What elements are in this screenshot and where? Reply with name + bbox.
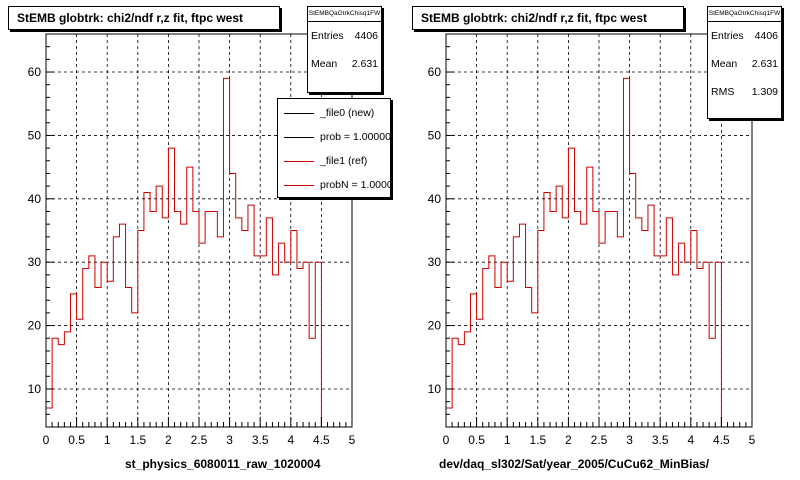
stats-label: Entries bbox=[711, 30, 744, 42]
stats-value: 1.309 bbox=[751, 86, 778, 98]
stats-name: StEMBQaGtrkChisq1FW bbox=[308, 7, 381, 22]
x-tick-label: 2 bbox=[565, 433, 572, 447]
y-tick-label: 30 bbox=[28, 255, 42, 269]
stats-value: 4406 bbox=[754, 30, 778, 42]
x-axis-label-left: st_physics_6080011_raw_1020004 bbox=[125, 457, 321, 471]
x-tick-label: 1 bbox=[104, 433, 111, 447]
x-tick-label: 4.5 bbox=[313, 433, 330, 447]
y-tick-label: 50 bbox=[428, 128, 442, 142]
legend-line-swatch bbox=[284, 184, 314, 186]
y-tick-label: 10 bbox=[28, 382, 42, 396]
x-tick-label: 2.5 bbox=[591, 433, 608, 447]
legend-line-swatch bbox=[284, 136, 314, 138]
histogram-series bbox=[445, 77, 722, 427]
chart-title-text: StEMB globtrk: chi2/ndf r,z fit, ftpc we… bbox=[17, 11, 244, 25]
stats-row-mean: Mean 2.631 bbox=[308, 50, 381, 78]
x-tick-label: 2 bbox=[165, 433, 172, 447]
x-tick-label: 3.5 bbox=[252, 433, 269, 447]
legend-label: probN = 1.000000 bbox=[320, 179, 390, 191]
legend-label: _file0 (new) bbox=[320, 107, 375, 119]
x-tick-label: 0.5 bbox=[68, 433, 85, 447]
x-tick-label: 1.5 bbox=[529, 433, 546, 447]
y-tick-label: 60 bbox=[428, 65, 442, 79]
y-tick-label: 40 bbox=[28, 192, 42, 206]
legend-line-swatch bbox=[284, 160, 314, 162]
stats-row-entries: Entries 4406 bbox=[708, 22, 781, 50]
legend-entry: prob = 1.000000 bbox=[278, 125, 390, 149]
x-tick-label: 3 bbox=[626, 433, 633, 447]
chart-title-text: StEMB globtrk: chi2/ndf r,z fit, ftpc we… bbox=[421, 11, 648, 25]
stats-value: 4406 bbox=[354, 30, 378, 42]
legend-entry: probN = 1.000000 bbox=[278, 173, 390, 197]
x-tick-label: 0 bbox=[443, 433, 450, 447]
x-tick-label: 4 bbox=[287, 433, 294, 447]
x-axis-label-right: dev/daq_sl302/Sat/year_2005/CuCu62_MinBi… bbox=[439, 457, 710, 471]
stats-box-right: StEMBQaGtrkChisq1FW Entries 4406 Mean 2.… bbox=[707, 6, 782, 119]
x-tick-label: 0 bbox=[43, 433, 50, 447]
y-tick-label: 30 bbox=[428, 255, 442, 269]
legend-line-swatch bbox=[284, 112, 314, 114]
x-tick-label: 5 bbox=[749, 433, 756, 447]
stats-label: Mean bbox=[311, 58, 338, 70]
x-tick-label: 1.5 bbox=[129, 433, 146, 447]
y-tick-label: 20 bbox=[428, 319, 442, 333]
stats-label: Mean bbox=[711, 58, 738, 70]
y-tick-label: 50 bbox=[28, 128, 42, 142]
stats-value: 2.631 bbox=[751, 58, 778, 70]
legend-entry: _file0 (new) bbox=[278, 101, 390, 125]
legend-label: _file1 (ref) bbox=[320, 155, 368, 167]
legend-entry: _file1 (ref) bbox=[278, 149, 390, 173]
x-tick-label: 3 bbox=[226, 433, 233, 447]
stats-row-mean: Mean 2.631 bbox=[708, 50, 781, 78]
stats-label: Entries bbox=[311, 30, 344, 42]
y-tick-label: 10 bbox=[428, 382, 442, 396]
x-tick-label: 4.5 bbox=[713, 433, 730, 447]
x-tick-label: 1 bbox=[504, 433, 511, 447]
stats-value: 2.631 bbox=[351, 58, 378, 70]
x-tick-label: 4 bbox=[687, 433, 694, 447]
x-tick-label: 5 bbox=[349, 433, 356, 447]
x-tick-label: 0.5 bbox=[468, 433, 485, 447]
chart-title-right: StEMB globtrk: chi2/ndf r,z fit, ftpc we… bbox=[412, 6, 684, 30]
stats-name: StEMBQaGtrkChisq1FW bbox=[708, 7, 781, 22]
y-tick-label: 20 bbox=[28, 319, 42, 333]
stats-row-rms: RMS 1.309 bbox=[708, 78, 781, 106]
histogram-series bbox=[45, 77, 322, 427]
stats-box-left: StEMBQaGtrkChisq1FW Entries 4406 Mean 2.… bbox=[307, 6, 382, 93]
stats-label: RMS bbox=[711, 86, 735, 98]
x-tick-label: 2.5 bbox=[191, 433, 208, 447]
legend-label: prob = 1.000000 bbox=[320, 131, 391, 143]
y-tick-label: 60 bbox=[28, 65, 42, 79]
y-tick-label: 40 bbox=[428, 192, 442, 206]
histogram-plot-right: 0 0.5 1 1.5 2 2.5 3 3.5 4 4.5 5 10 20 30 40 50 60 bbox=[428, 33, 756, 447]
stats-row-entries: Entries 4406 bbox=[308, 22, 381, 50]
chart-title-left: StEMB globtrk: chi2/ndf r,z fit, ftpc we… bbox=[8, 6, 280, 30]
x-tick-label: 3.5 bbox=[652, 433, 669, 447]
legend-box: _file0 (new) prob = 1.000000 _file1 (ref… bbox=[277, 98, 391, 198]
